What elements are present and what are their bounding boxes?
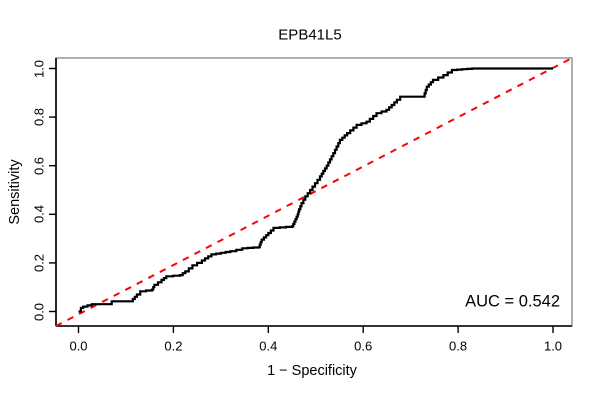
x-tick-label: 0.8 <box>449 338 468 354</box>
x-tick-label: 0.0 <box>69 338 88 354</box>
x-tick-label: 0.2 <box>164 338 183 354</box>
y-tick-label: 0.6 <box>31 156 47 175</box>
y-tick-label: 0.8 <box>31 108 47 127</box>
y-tick-label: 0.0 <box>31 302 47 321</box>
x-tick-label: 0.6 <box>354 338 373 354</box>
y-axis-label: Sensitivity <box>7 159 23 225</box>
auc-annotation: AUC = 0.542 <box>465 292 560 311</box>
roc-curve <box>78 67 553 313</box>
x-axis-label: 1 − Specificity <box>267 363 357 379</box>
x-tick-label: 1.0 <box>543 338 563 354</box>
diagonal-reference-line <box>55 57 573 327</box>
x-tick-label: 0.4 <box>259 338 278 354</box>
plot-layers <box>49 57 573 333</box>
y-tick-label: 0.2 <box>31 253 47 272</box>
plot-title: EPB41L5 <box>278 26 342 44</box>
y-tick-label: 1.0 <box>31 59 47 78</box>
y-tick-label: 0.4 <box>31 205 47 224</box>
